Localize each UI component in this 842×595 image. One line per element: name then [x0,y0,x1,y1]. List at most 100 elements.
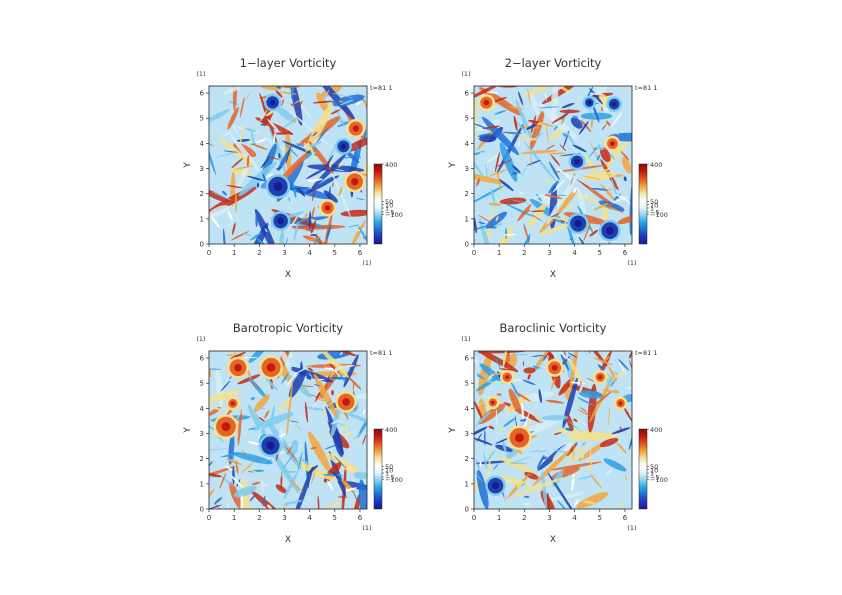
colorbar-label: 10 [385,466,393,474]
colorbar-label: 50 [385,198,393,206]
x-tick-label: 0 [472,249,476,257]
x-unit-label: (1) [627,524,636,532]
colorbar-label: −5 [385,209,395,217]
y-tick-label: 4 [200,405,205,413]
x-axis-label: X [550,535,556,545]
y-tick-label: 2 [200,455,204,463]
x-tick-label: 4 [307,249,312,257]
x-tick-label: 2 [257,514,261,522]
colorbar-label: 1 [650,470,654,478]
x-tick-label: 0 [472,514,476,522]
x-tick-label: 5 [333,514,337,522]
panel-title: Barotropic Vorticity [233,321,343,335]
y-unit-label: (1) [461,335,470,343]
plot-frame [208,85,368,245]
y-unit-label: (1) [196,70,205,78]
y-tick-label: 2 [200,190,204,198]
y-tick-label: 3 [465,165,469,173]
x-tick-label: 1 [232,514,236,522]
colorbar-label: 1 [650,205,654,213]
time-label: t=81 1 [635,349,657,357]
x-tick-label: 4 [307,514,312,522]
x-tick-label: 5 [598,514,602,522]
y-tick-label: 0 [465,506,469,514]
x-tick-label: 2 [257,249,261,257]
x-tick-label: 3 [547,514,551,522]
colorbar-label: 10 [385,201,393,209]
y-tick-label: 4 [200,140,205,148]
vorticity-field [474,351,632,509]
x-tick-label: 6 [623,514,628,522]
colorbar-label: 400 [385,426,397,434]
y-tick-label: 6 [465,355,470,363]
x-tick-label: 0 [207,514,211,522]
y-tick-label: 5 [465,115,469,123]
y-tick-label: 6 [200,90,205,98]
y-tick-label: 1 [465,215,469,223]
y-tick-label: 6 [200,355,205,363]
x-tick-label: 1 [232,249,236,257]
x-tick-label: 3 [282,249,286,257]
colorbar-label: 10 [650,466,658,474]
vorticity-field [209,86,367,244]
y-tick-label: 5 [200,115,204,123]
y-tick-label: 1 [465,480,469,488]
colorbar-label: −5 [385,474,395,482]
x-tick-label: 2 [522,249,526,257]
x-unit-label: (1) [362,259,371,267]
time-label: t=81 1 [370,349,392,357]
colorbar [638,428,648,510]
y-axis-label: Y [183,427,193,434]
y-tick-label: 0 [200,506,204,514]
y-tick-label: 4 [465,140,470,148]
x-axis-label: X [285,270,291,280]
y-tick-label: 4 [465,405,470,413]
y-unit-label: (1) [196,335,205,343]
plot-frame [208,350,368,510]
x-tick-label: 2 [522,514,526,522]
x-tick-label: 3 [547,249,551,257]
y-axis-label: Y [448,162,458,169]
x-tick-label: 6 [358,514,363,522]
colorbar [373,428,383,510]
y-axis-label: Y [183,162,193,169]
y-tick-label: 1 [200,215,204,223]
time-label: t=81 1 [370,84,392,92]
x-tick-label: 5 [598,249,602,257]
colorbar-label: −5 [650,209,660,217]
y-tick-label: 5 [465,380,469,388]
x-tick-label: 6 [358,249,363,257]
y-tick-label: 6 [465,90,470,98]
x-tick-label: 1 [497,514,501,522]
y-axis-label: Y [448,427,458,434]
y-tick-label: 5 [200,380,204,388]
y-tick-label: 3 [465,430,469,438]
y-tick-label: 3 [200,165,204,173]
plot-frame [473,350,633,510]
x-unit-label: (1) [627,259,636,267]
colorbar-label: −5 [650,474,660,482]
vorticity-panel-2: 2−layer Vorticity 0 1 2 3 4 5 6 0 1 2 3 4 5 6 (1) (1) X Yt… [448,56,668,280]
y-tick-label: 0 [200,241,204,249]
x-tick-label: 5 [333,249,337,257]
x-tick-label: 3 [282,514,286,522]
y-tick-label: 0 [465,241,469,249]
colorbar-label: 1 [385,470,389,478]
colorbar-label: −100 [650,211,668,219]
colorbar-label: −100 [385,476,403,484]
panel-title: Baroclinic Vorticity [500,321,607,335]
vorticity-panel-4: Baroclinic Vorticity 0 1 2 3 4 5 6 0 1 2 3 4 5 6 (1) (1)… [448,321,668,545]
colorbar-label: 400 [650,161,662,169]
colorbar-label: −100 [650,476,668,484]
colorbar-label: 1 [385,205,389,213]
vorticity-panel-1: 1−layer Vorticity 0 1 2 3 4 5 6 0 1 2 3 4 5 6 (1) (1) X Yt… [183,56,403,280]
colorbar-label: 50 [650,463,658,471]
colorbar-label: 50 [650,198,658,206]
y-tick-label: 1 [200,480,204,488]
x-tick-label: 1 [497,249,501,257]
y-tick-label: 2 [465,455,469,463]
y-tick-label: 2 [465,190,469,198]
y-unit-label: (1) [461,70,470,78]
x-tick-label: 0 [207,249,211,257]
